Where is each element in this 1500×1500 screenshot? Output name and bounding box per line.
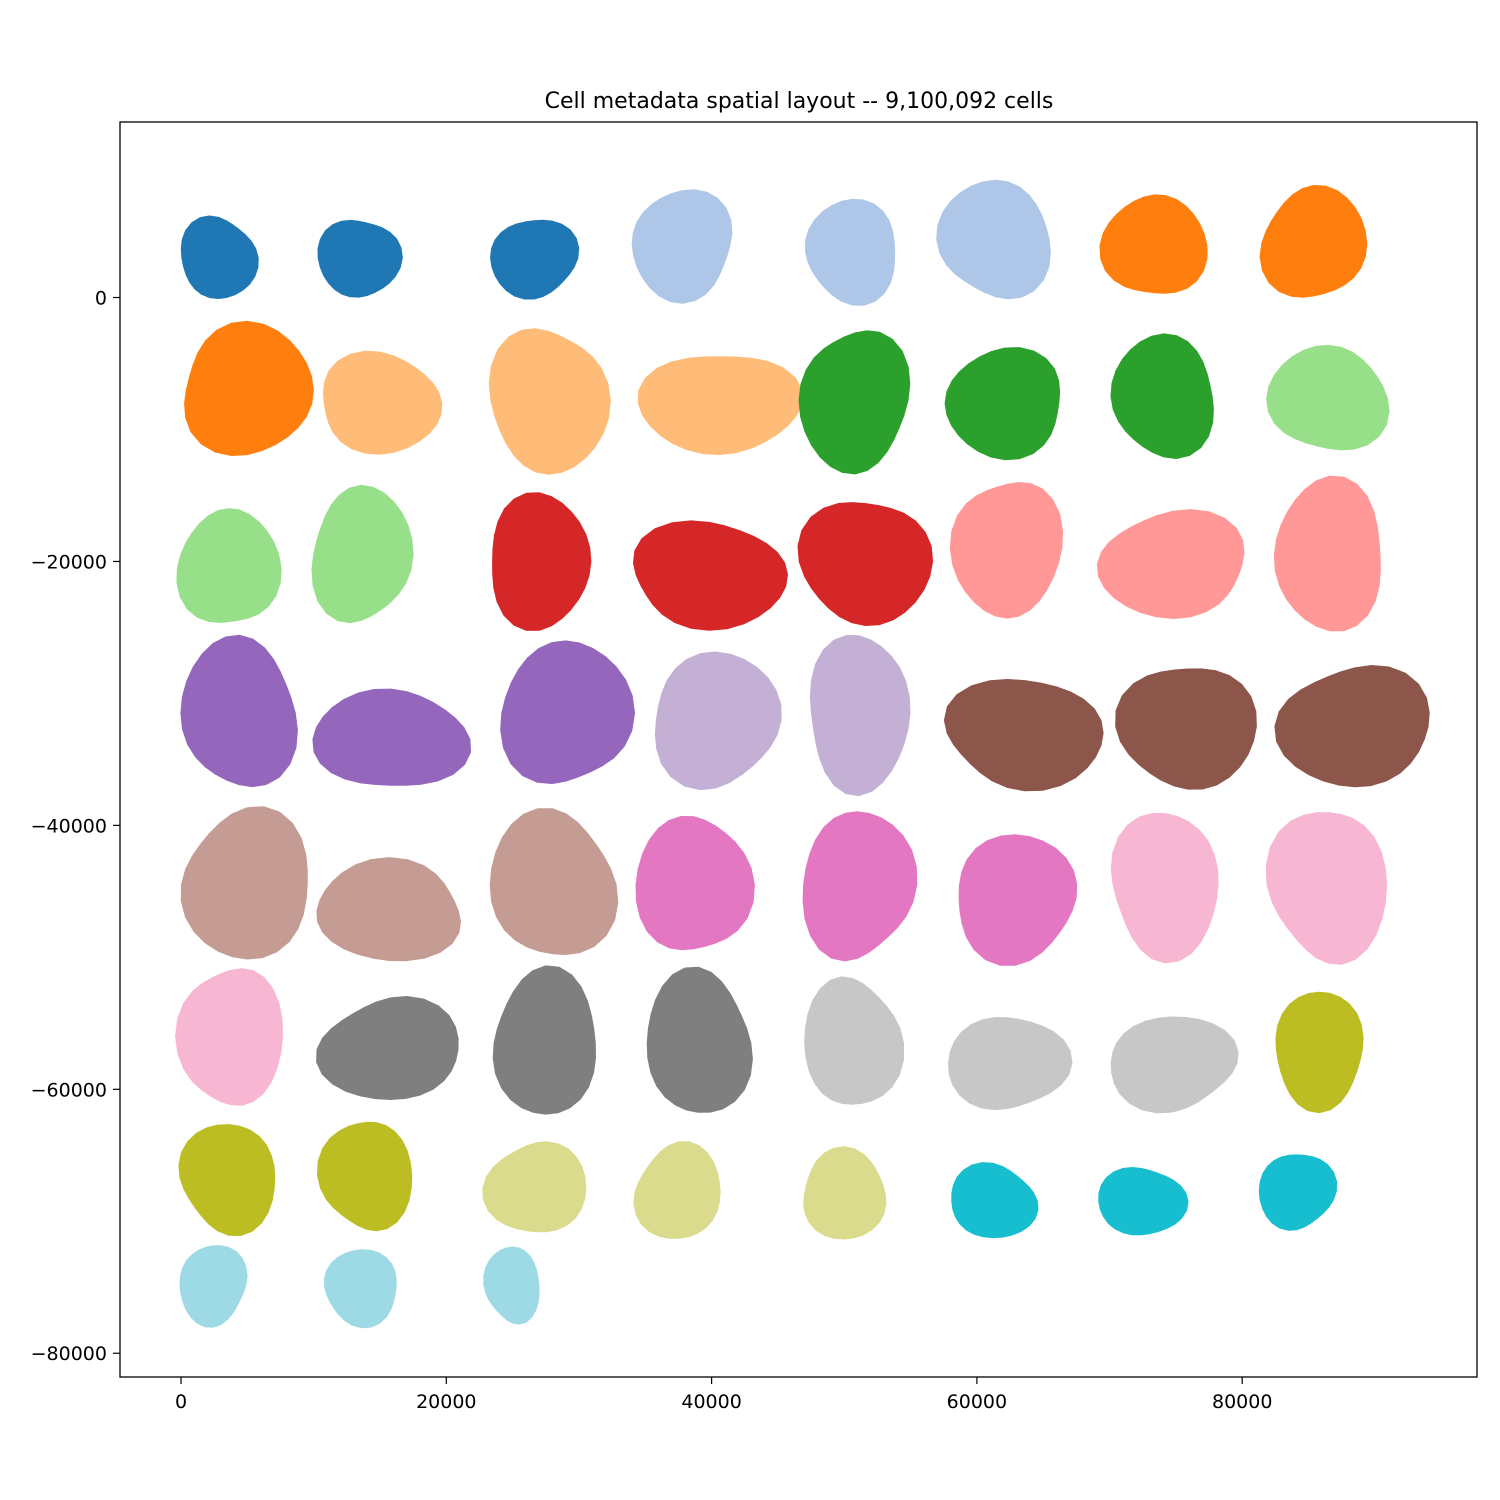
tissue-section — [490, 219, 580, 300]
tissue-section — [1259, 185, 1368, 298]
tissue-section — [1273, 475, 1381, 632]
y-tick-label: −40000 — [31, 815, 107, 837]
tissue-section — [1098, 1167, 1189, 1236]
x-axis: 0 20000 40000 60000 80000 — [175, 1377, 1272, 1413]
tissue-section — [482, 1141, 587, 1233]
x-tick-label: 0 — [175, 1391, 187, 1413]
tissue-section — [488, 328, 611, 475]
tissue-section — [633, 1141, 721, 1239]
tissue-section — [805, 198, 896, 306]
tissue-section — [633, 520, 788, 631]
tissue-section — [1258, 1154, 1337, 1231]
x-tick-label: 20000 — [416, 1391, 476, 1413]
tissue-section — [1110, 1016, 1239, 1114]
tissue-section — [184, 320, 314, 456]
tissue-section — [311, 484, 414, 624]
tissue-section — [176, 508, 282, 623]
tissue-section — [316, 996, 459, 1100]
tissue-section — [179, 1245, 248, 1328]
x-tick-label: 40000 — [681, 1391, 741, 1413]
tissue-section — [803, 1146, 887, 1240]
chart-title: Cell metadata spatial layout -- 9,100,09… — [545, 89, 1054, 114]
tissue-section — [312, 688, 471, 786]
tissue-section — [1099, 194, 1208, 294]
tissue-section — [1265, 812, 1388, 965]
tissue-sections — [175, 179, 1430, 1329]
tissue-section — [943, 679, 1104, 792]
plot-frame — [119, 121, 1478, 1378]
tissue-section — [492, 492, 592, 631]
tissue-section — [631, 189, 733, 304]
tissue-section — [949, 482, 1064, 619]
tissue-section — [316, 857, 461, 962]
tissue-section — [1096, 509, 1245, 619]
tissue-section — [637, 356, 803, 455]
tissue-section — [654, 651, 782, 791]
tissue-section — [317, 1121, 413, 1232]
tissue-section — [802, 811, 918, 962]
tissue-section — [936, 179, 1051, 300]
tissue-section — [958, 834, 1078, 966]
y-tick-label: −80000 — [31, 1343, 107, 1365]
tissue-section — [500, 640, 635, 784]
tissue-section — [489, 808, 619, 955]
tissue-section — [180, 806, 308, 960]
tissue-section — [180, 634, 298, 788]
tissue-section — [323, 1249, 397, 1329]
tissue-section — [1266, 344, 1390, 451]
tissue-section — [323, 350, 443, 455]
tissue-section — [809, 635, 911, 797]
tissue-section — [948, 1017, 1073, 1111]
y-tick-label: 0 — [95, 288, 107, 310]
tissue-section — [1274, 665, 1430, 788]
x-tick-label: 60000 — [947, 1391, 1007, 1413]
y-tick-label: −60000 — [31, 1079, 107, 1101]
tissue-section — [951, 1162, 1039, 1239]
tissue-section — [317, 219, 403, 298]
tissue-section — [1275, 991, 1364, 1114]
tissue-section — [804, 976, 905, 1105]
tissue-section — [1110, 812, 1219, 964]
tissue-section — [646, 966, 753, 1113]
x-tick-label: 80000 — [1212, 1391, 1272, 1413]
tissue-section — [175, 968, 283, 1106]
tissue-section — [944, 347, 1061, 461]
tissue-section — [483, 1246, 540, 1325]
tissue-section — [635, 816, 755, 951]
tissue-section — [1110, 333, 1214, 459]
tissue-section — [180, 215, 259, 299]
tissue-section — [1115, 668, 1257, 790]
tissue-section — [178, 1124, 276, 1236]
tissue-section — [797, 502, 934, 626]
y-tick-label: −20000 — [31, 551, 107, 573]
y-axis: 0 −20000 −40000 −60000 −80000 — [31, 288, 120, 1365]
tissue-section — [492, 965, 596, 1115]
tissue-section — [798, 330, 911, 475]
